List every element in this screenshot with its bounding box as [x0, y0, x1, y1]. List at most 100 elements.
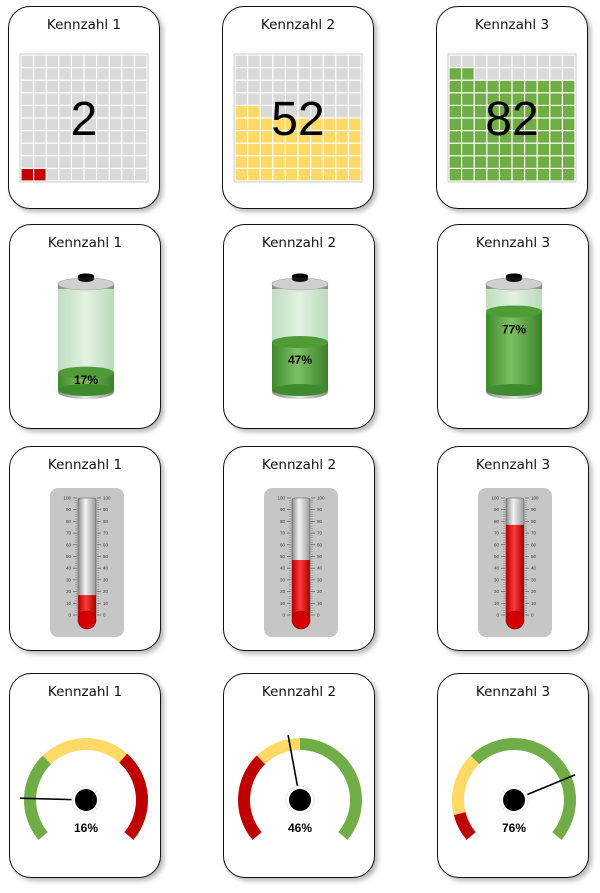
gauge-band [42, 738, 128, 765]
thermometer-tick-label-left: 50 [494, 554, 500, 559]
waffle-cell-filled [462, 131, 474, 143]
waffle-cell-filled [286, 156, 298, 168]
thermometer-tick-label-right: 70 [531, 531, 537, 536]
waffle-cell-empty [34, 55, 46, 67]
waffle-cell-empty [109, 80, 122, 93]
waffle-cell-empty [135, 55, 147, 67]
thermometer-tick-label-right: 20 [103, 589, 109, 594]
thermometer-mercury [292, 560, 310, 619]
waffle-cell-empty [109, 131, 122, 143]
waffle-cell-filled [273, 131, 285, 143]
waffle-cell-empty [46, 55, 59, 67]
waffle-cell-empty [122, 55, 134, 67]
battery-terminal-cap [78, 273, 94, 279]
waffle-cell-filled [500, 156, 512, 168]
waffle-cell-filled [512, 156, 524, 168]
gauge-card-3: Kennzahl 3 76% [437, 673, 589, 878]
waffle-cell-filled [512, 143, 524, 156]
waffle-cell-filled [474, 169, 487, 181]
waffle-cell-empty [59, 169, 71, 181]
waffle-cell-filled [500, 143, 512, 156]
waffle-cell-filled [487, 93, 499, 105]
waffle-cell-empty [84, 118, 96, 130]
waffle-chart: 82 [447, 53, 577, 183]
waffle-cell-empty [21, 131, 33, 143]
waffle-cell-filled [500, 93, 512, 105]
waffle-cell-empty [59, 93, 71, 105]
waffle-cell-empty [84, 80, 96, 93]
waffle-cell-empty [34, 68, 46, 80]
battery-fill-bottom [58, 384, 114, 396]
waffle-cell-empty [21, 68, 33, 80]
waffle-cell-empty [135, 93, 147, 105]
waffle-cell-empty [248, 80, 260, 93]
thermometer-tick-label-right: 60 [317, 542, 323, 547]
battery-card-3: Kennzahl 3 77% [437, 224, 589, 429]
waffle-cell-empty [563, 55, 575, 67]
waffle-cell-empty [537, 55, 550, 67]
waffle-cell-filled [550, 118, 562, 130]
gauge-band [300, 738, 362, 840]
waffle-cell-filled [323, 131, 336, 143]
waffle-cell-empty [323, 68, 336, 80]
thermometer-tick-label-left: 80 [280, 519, 286, 524]
waffle-cell-filled [474, 93, 487, 105]
waffle-cell-filled [323, 156, 336, 168]
waffle-cell-filled [500, 169, 512, 181]
waffle-cell-filled [563, 93, 575, 105]
waffle-cell-empty [122, 93, 134, 105]
waffle-cell-empty [72, 106, 84, 118]
waffle-cell-empty [34, 93, 46, 105]
waffle-cell-empty [59, 143, 71, 156]
waffle-cell-filled [323, 118, 336, 130]
waffle-cell-empty [323, 80, 336, 93]
thermometer-chart: 0 0 10 10 20 20 30 30 40 40 50 50 60 60 70 70 80 80 90 90 10… [50, 488, 124, 637]
waffle-cell-empty [34, 118, 46, 130]
thermometer-chart: 0 0 10 10 20 20 30 30 40 40 50 50 60 60 70 70 80 80 90 90 10… [264, 488, 338, 637]
thermometer-tick-label-left: 10 [494, 601, 500, 606]
waffle-cell-empty [97, 68, 109, 80]
waffle-cell-filled [525, 131, 537, 143]
waffle-cell-filled [525, 169, 537, 181]
thermometer-tick-label-right: 0 [317, 613, 320, 618]
waffle-cell-empty [122, 143, 134, 156]
gauge-band [24, 755, 52, 840]
waffle-cell-filled [311, 156, 323, 168]
thermometer-tick-label-left: 100 [63, 496, 71, 501]
waffle-cell-empty [563, 68, 575, 80]
waffle-cell-empty [135, 68, 147, 80]
waffle-cell-empty [286, 80, 298, 93]
thermometer-tick-label-left: 60 [66, 542, 72, 547]
thermometer-tick-label-right: 70 [103, 531, 109, 536]
waffle-value-label: 82 [485, 93, 538, 146]
waffle-cell-empty [135, 118, 147, 130]
battery-chart: 77% [485, 273, 543, 399]
waffle-cell-empty [260, 93, 273, 105]
waffle-cell-filled [462, 143, 474, 156]
waffle-cell-filled [512, 80, 524, 93]
waffle-cell-empty [311, 93, 323, 105]
thermometer-tick-label-right: 80 [531, 519, 537, 524]
waffle-cell-filled [500, 106, 512, 118]
waffle-cell-filled [449, 80, 461, 93]
waffle-cell-empty [449, 55, 461, 67]
waffle-cell-filled [311, 169, 323, 181]
waffle-cell-empty [500, 68, 512, 80]
waffle-cell-empty [135, 131, 147, 143]
waffle-cell-empty [46, 143, 59, 156]
waffle-cell-filled [298, 131, 310, 143]
waffle-cell-filled [512, 118, 524, 130]
waffle-cell-empty [298, 55, 310, 67]
battery-fill-top [58, 366, 114, 379]
waffle-cell-filled [449, 118, 461, 130]
gauge-card-1: Kennzahl 1 16% [9, 673, 161, 878]
waffle-cell-empty [537, 68, 550, 80]
gauge-value-label: 16% [74, 821, 98, 835]
card-title: Kennzahl 1 [47, 684, 123, 700]
waffle-cell-empty [34, 156, 46, 168]
waffle-cell-filled [462, 93, 474, 105]
gauge-value-label: 46% [288, 821, 312, 835]
waffle-cell-empty [84, 131, 96, 143]
battery-chart: 47% [271, 273, 329, 399]
waffle-cell-empty [59, 80, 71, 93]
